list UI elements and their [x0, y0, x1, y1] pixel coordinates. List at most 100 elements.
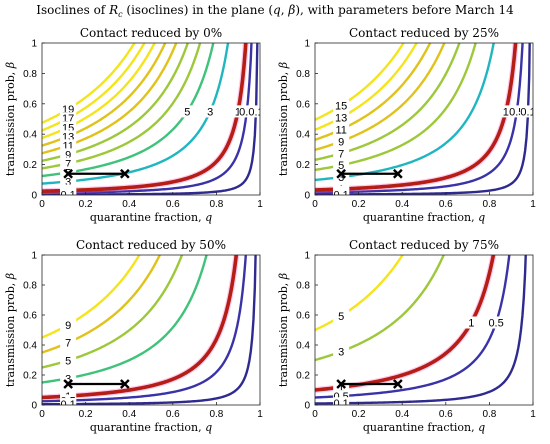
label-bg [60, 139, 77, 152]
subplot-title: Contact reduced by 50% [76, 238, 226, 252]
current-segment [63, 168, 130, 179]
x-axis-label: quarantine fraction, q [363, 421, 485, 434]
label-bg [333, 111, 350, 124]
y-tick-label: 0.2 [23, 371, 37, 382]
y-tick-label: 1 [304, 39, 310, 50]
y-tick-label: 1 [31, 39, 37, 50]
y-tick-label: 0 [304, 191, 310, 202]
isocline-label: 9 [65, 149, 71, 161]
x-tick-label: 0.4 [395, 199, 409, 210]
segment-marker [336, 168, 347, 179]
ticks: 0 0.2 0.4 0.6 0.8 1 0 0.2 0.4 0.6 0.8 1 [296, 39, 536, 211]
segment-marker [336, 379, 347, 389]
isocline-label: 7 [338, 148, 344, 160]
ticks: 0 0.2 0.4 0.6 0.8 1 0 0.2 0.4 0.6 0.8 1 [296, 251, 536, 421]
figure-title: Isoclines of Rc (isoclines) in the plane… [36, 3, 514, 19]
isocline-label: 0.5 [488, 318, 503, 330]
x-tick-label: 0.6 [439, 199, 453, 210]
axes-frame [41, 42, 261, 196]
x-tick-label: 0.8 [482, 199, 496, 210]
segment-marker [63, 379, 74, 389]
x-tick-label: 1 [530, 409, 536, 420]
label-bg [488, 316, 505, 329]
x-tick-label: 0.2 [79, 199, 93, 210]
x-axis-label: quarantine fraction, q [90, 211, 212, 224]
y-tick-label: 0 [31, 191, 37, 202]
y-tick-label: 0 [304, 401, 310, 412]
y-tick-label: 0.8 [23, 69, 37, 80]
isocline-label: 5 [65, 355, 71, 367]
y-tick-label: 0.8 [296, 281, 310, 292]
y-tick-label: 0.4 [23, 130, 37, 141]
label-bg [60, 130, 77, 143]
label-bg [202, 105, 219, 118]
x-tick-label: 0.8 [209, 409, 223, 420]
y-axis-label: transmission prob, β [277, 273, 290, 387]
isocline-label: 3 [65, 176, 71, 188]
label-bg [333, 397, 350, 405]
x-tick-label: 0.6 [166, 199, 180, 210]
x-tick-label: 0.6 [439, 409, 453, 420]
label-bg [60, 318, 77, 331]
label-bg [463, 316, 480, 329]
y-axis-label: transmission prob, β [4, 62, 17, 176]
isocline-level-0-1 [315, 255, 527, 405]
y-tick-label: 1 [304, 251, 310, 262]
current-segment [336, 379, 403, 389]
y-tick-label: 0 [31, 401, 37, 412]
isocline-label: 1 [235, 106, 241, 118]
segment-marker [392, 379, 403, 389]
label-bg [333, 99, 350, 112]
isocline-label: 9 [65, 320, 71, 332]
x-tick-label: 0.6 [166, 409, 180, 420]
y-tick-label: 0.6 [296, 99, 310, 110]
plot-area: 151311975310.50.110.50.1 [315, 43, 535, 195]
y-tick-label: 0.6 [23, 311, 37, 322]
label-bg [333, 147, 350, 160]
y-tick-label: 0.4 [296, 130, 310, 141]
x-tick-label: 0.8 [482, 409, 496, 420]
isocline-label: 13 [335, 113, 347, 125]
label-bg [60, 157, 77, 170]
label-bg [60, 188, 77, 195]
y-tick-label: 0.2 [296, 371, 310, 382]
isocline-level-0-5 [42, 43, 253, 195]
label-bg [60, 354, 77, 367]
segment-marker [119, 379, 130, 389]
isocline-level-0-5 [42, 255, 247, 403]
label-bg [60, 336, 77, 349]
label-bg [247, 105, 260, 118]
ticks: 0 0.2 0.4 0.6 0.8 1 0 0.2 0.4 0.6 0.8 1 [23, 251, 263, 421]
segment-marker [392, 168, 403, 179]
isocline-label: 1 [503, 106, 509, 118]
current-segment [63, 379, 130, 389]
x-tick-label: 0.8 [209, 199, 223, 210]
label-bg [60, 112, 77, 125]
isocline-label: 11 [335, 124, 346, 136]
isocline-label: 5 [338, 311, 344, 323]
isocline-label: 15 [335, 101, 347, 113]
plot-area: 975310.50.1 [42, 255, 257, 411]
segment-marker [63, 168, 74, 179]
x-axis-label: quarantine fraction, q [90, 421, 212, 434]
isocline-level-1 [42, 43, 248, 193]
x-tick-label: 0.4 [122, 409, 136, 420]
axes-frame [41, 254, 261, 406]
isocline-labels: 975310.50.1 [60, 318, 77, 411]
isocline-label: 5 [184, 106, 190, 118]
panel-2: Contact reduced by 25%151311975310.50.11… [277, 26, 536, 224]
label-bg [333, 159, 350, 172]
y-tick-label: 0.2 [296, 160, 310, 171]
label-bg [60, 175, 77, 188]
isocline-labels: 151311975310.50.110.50.1 [333, 99, 535, 195]
isocline-label: 7 [65, 158, 71, 170]
label-bg [333, 188, 350, 195]
isocline-label: 3 [65, 373, 71, 385]
x-tick-label: 0.4 [395, 409, 409, 420]
isocline-label: 0.1 [61, 399, 76, 411]
x-tick-label: 1 [257, 409, 263, 420]
isocline-label: 0.1 [520, 106, 535, 118]
x-tick-label: 0 [312, 409, 318, 420]
